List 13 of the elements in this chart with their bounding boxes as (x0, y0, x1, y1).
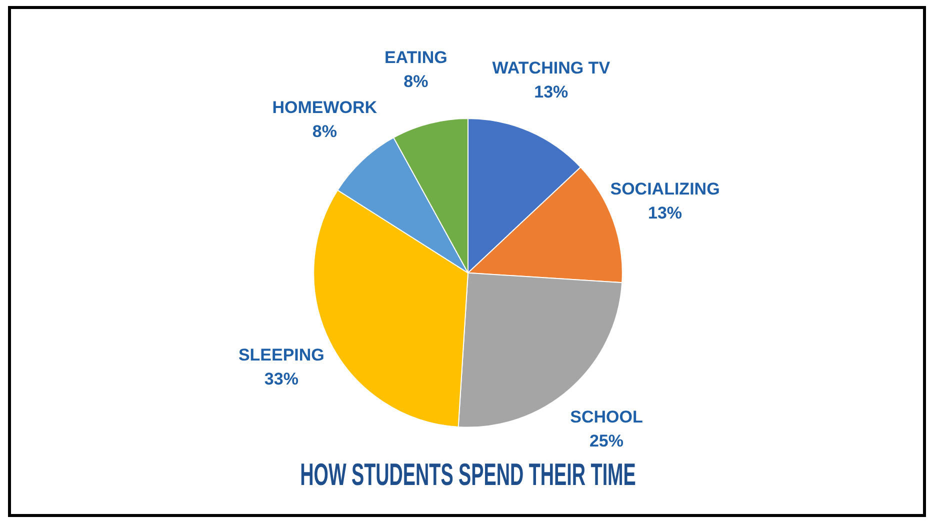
data-label: 8% (312, 122, 337, 141)
slice-label: EATING (384, 48, 448, 67)
slice-label: SLEEPING (238, 346, 324, 365)
slice-label: SOCIALIZING (610, 180, 720, 199)
slice-label: WATCHING TV (492, 58, 611, 78)
data-label: 13% (534, 82, 568, 102)
slice-label: HOMEWORK (272, 98, 378, 117)
data-label: 8% (404, 72, 428, 91)
data-label: 33% (264, 370, 298, 389)
data-label: 25% (589, 432, 624, 451)
text: HOW STUDENTS SPEND THEIR TIME (300, 458, 636, 492)
slice-label: SCHOOL (570, 408, 643, 427)
data-label: 13% (648, 204, 682, 223)
